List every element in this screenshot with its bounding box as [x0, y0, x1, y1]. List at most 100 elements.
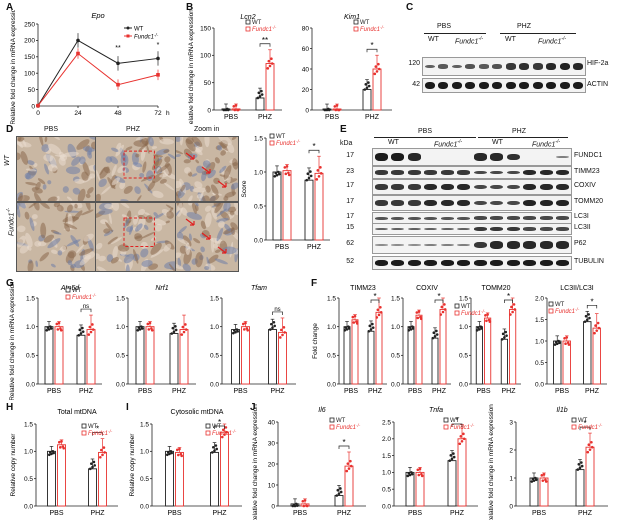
G2-data-point: [136, 328, 140, 332]
G3-data-point: [281, 333, 284, 337]
G3-bar: [231, 329, 240, 385]
F4-bar: [553, 340, 562, 385]
G3-sig-mark: ns: [274, 307, 280, 313]
kda-marker: 17: [346, 152, 354, 159]
B2-xtick-label: PBS: [325, 114, 339, 121]
tissue-cell: [101, 186, 111, 195]
blot-band: [519, 63, 530, 70]
F3-data-point: [512, 303, 516, 306]
tissue-cell: [72, 187, 81, 195]
B1-data-point: [257, 91, 261, 95]
tissue-cell: [110, 256, 119, 264]
G1-ytick-label: 0.5: [26, 353, 35, 360]
F2-bar: [407, 326, 415, 385]
A-series-line: [37, 52, 159, 106]
kda-marker: 17: [346, 182, 354, 189]
tissue-cell: [155, 223, 163, 232]
tissue-cell: [69, 203, 83, 209]
G3-data-point: [282, 326, 286, 329]
blot-band: [473, 227, 487, 231]
tissue-cell: [226, 143, 235, 154]
J1-bar: [334, 495, 344, 507]
B2-data-point: [373, 72, 377, 76]
I-ylabel: Relative copy number: [129, 433, 136, 497]
G1-data-point: [89, 330, 93, 334]
J2-data-point: [460, 439, 464, 443]
zoom-region-box: [123, 150, 155, 179]
F2-sig-bracket: [434, 299, 444, 303]
F3-data-point: [476, 326, 480, 329]
tissue-cell: [216, 208, 227, 217]
tissue-cell: [187, 195, 193, 201]
F3-bar: [509, 309, 517, 385]
F2-data-point: [431, 336, 435, 340]
tissue-cell: [204, 212, 212, 228]
D-data-point: [277, 170, 280, 174]
J1-ytick-label: 20: [268, 461, 276, 468]
G3-data-point: [272, 321, 276, 324]
F4-data-point: [557, 339, 560, 343]
G3-data-point: [280, 328, 283, 332]
F3-legend-label: WT: [461, 304, 471, 310]
tissue-cell: [200, 220, 207, 230]
blot-band: [407, 260, 421, 266]
B2-data-point: [364, 83, 368, 86]
J1-ytick-label: 30: [268, 440, 276, 447]
D-data-point: [287, 173, 291, 177]
F1-data-point: [371, 326, 375, 329]
F2-data-point: [435, 333, 439, 336]
G2-data-point: [137, 326, 141, 329]
I-ytick-label: 1.0: [140, 449, 149, 456]
I-ytick-label: 0.0: [140, 503, 149, 510]
B1-data-point: [256, 96, 260, 100]
J1-data-point: [347, 467, 351, 470]
F4-data-point: [553, 343, 557, 346]
H-data-point: [58, 440, 61, 444]
tissue-cell: [194, 181, 203, 189]
G1-data-point: [78, 328, 82, 332]
A-xtick-label: 0: [36, 110, 40, 117]
G3-ytick-label: 0.0: [210, 381, 219, 388]
tissue-cell: [71, 210, 83, 223]
A-ylabel: Relative fold change in mRNA expression: [10, 10, 17, 124]
F3-bar: [475, 326, 483, 385]
J3-ytick-label: 2: [509, 447, 513, 454]
J3-data-point: [542, 473, 546, 476]
blot-c-ko-1: Fundc1-/-: [455, 36, 484, 46]
blot-band: [532, 81, 543, 90]
F1-data-point: [344, 326, 348, 329]
blot-c-group-phz: PHZ: [517, 23, 531, 30]
G1-data-point: [46, 326, 50, 329]
tissue-cell: [111, 147, 119, 153]
tissue-cell: [103, 229, 114, 237]
blot-band: [539, 227, 553, 231]
D-bar: [304, 179, 314, 241]
F2-bar: [439, 309, 447, 385]
D-legend-label: WT: [276, 134, 286, 140]
H-data-point: [92, 460, 96, 464]
blot-band: [539, 170, 553, 175]
tissue-cell: [104, 203, 114, 209]
blot-label: LC3I: [574, 213, 589, 220]
blot-actin: [422, 78, 586, 93]
I-data-point: [176, 448, 179, 452]
tissue-cell: [179, 137, 184, 146]
F4-data-point: [588, 316, 591, 320]
blot-band: [424, 260, 437, 266]
tissue-cell: [25, 168, 37, 172]
tissue-cell: [176, 210, 180, 219]
panel-label-j: J: [250, 402, 256, 413]
B2-data-point: [327, 107, 330, 111]
tissue-cell: [156, 163, 171, 174]
G3-xtick-label: PBS: [233, 388, 247, 395]
F1-bar: [351, 319, 359, 385]
G2-data-point: [184, 328, 188, 331]
tissue-cell: [202, 160, 211, 168]
F4-bar: [592, 327, 601, 385]
tissue-cell: [19, 244, 30, 254]
G1-xtick-label: PBS: [47, 388, 61, 395]
blot-band: [556, 260, 569, 266]
J1-data-point: [345, 469, 349, 473]
F4-data-point: [565, 336, 569, 339]
B1-ytick-label: 50: [204, 80, 212, 87]
